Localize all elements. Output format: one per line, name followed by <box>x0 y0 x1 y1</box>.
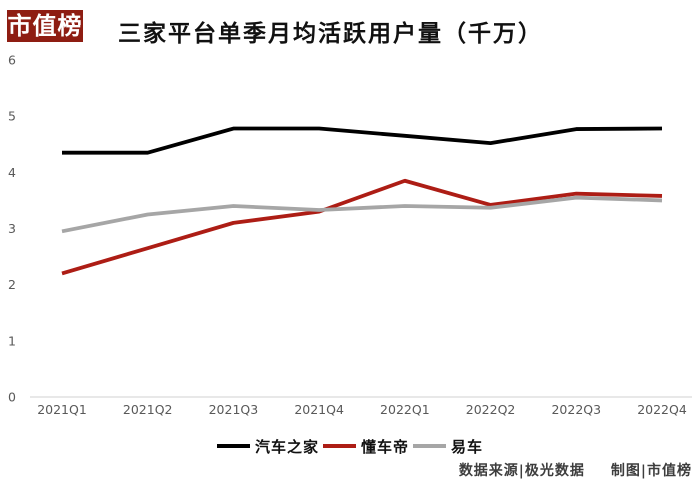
x-tick-label: 2022Q3 <box>551 402 601 417</box>
attribution: 数据来源|极光数据 制图|市值榜 <box>2 460 692 480</box>
x-tick-label: 2021Q2 <box>123 402 173 417</box>
y-tick-label: 3 <box>8 221 16 236</box>
x-tick-label: 2021Q4 <box>294 402 344 417</box>
data-source-text: 数据来源|极光数据 <box>458 463 585 479</box>
x-tick-label: 2021Q3 <box>209 402 259 417</box>
series-line-易车 <box>61 195 663 234</box>
legend-item-autohome: 汽车之家 <box>216 436 319 457</box>
credit-text: 制图|市值榜 <box>610 463 692 479</box>
y-tick-label: 2 <box>8 277 16 292</box>
x-tick-label: 2021Q1 <box>37 402 87 417</box>
chart-title: 三家平台单季月均活跃用户量（千万） <box>118 20 543 47</box>
legend-label: 懂车帝 <box>360 437 409 456</box>
x-tick-label: 2022Q2 <box>466 402 516 417</box>
legend-label: 易车 <box>451 437 484 456</box>
chart-legend: 汽车之家 懂车帝 易车 <box>0 436 700 456</box>
legend-line-swatch-red <box>322 444 356 448</box>
series-line-汽车之家 <box>62 126 663 155</box>
legend-label: 汽车之家 <box>254 437 319 456</box>
y-tick-label: 4 <box>8 165 16 180</box>
line-chart: 0 1 2 3 4 5 6 2021Q1 2021Q2 2021Q3 2021Q4 2022Q1 202… <box>8 53 692 417</box>
legend-line-swatch-black <box>216 444 250 448</box>
brand-logo: 市值榜 <box>7 10 83 42</box>
x-tick-label: 2022Q4 <box>637 402 687 417</box>
legend-line-swatch-gray <box>413 444 446 448</box>
y-tick-label: 0 <box>8 390 16 405</box>
legend-item-dongchedi: 懂车帝 <box>322 436 409 457</box>
series-line-懂车帝 <box>61 178 663 276</box>
y-tick-label: 1 <box>8 333 16 348</box>
y-tick-label: 5 <box>8 109 16 124</box>
x-tick-label: 2022Q1 <box>380 402 430 417</box>
legend-item-yiche: 易车 <box>413 436 483 457</box>
y-tick-label: 6 <box>8 53 16 68</box>
